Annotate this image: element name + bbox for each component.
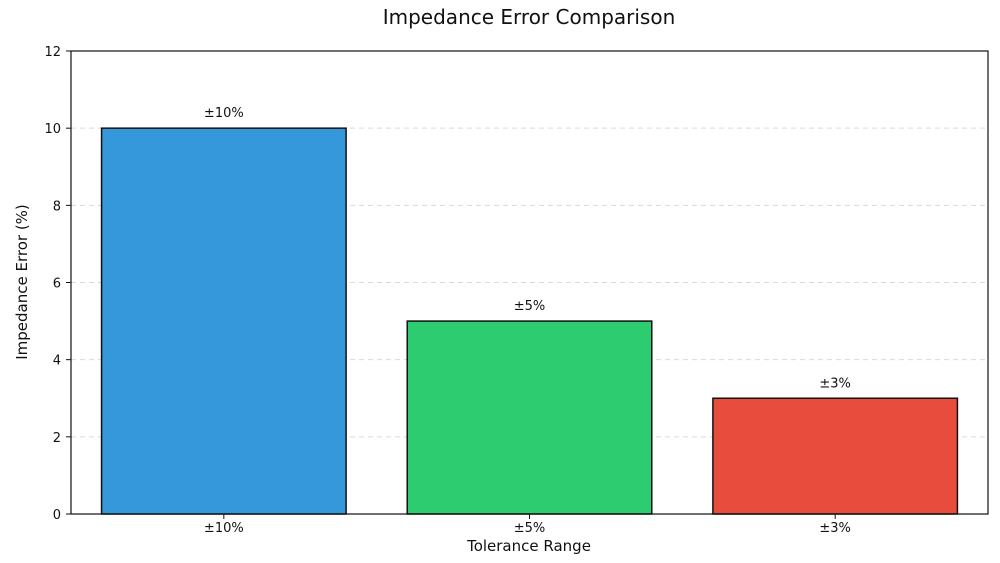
bar xyxy=(100,127,347,515)
bars xyxy=(100,127,959,515)
y-tick-label: 2 xyxy=(53,431,61,446)
x-tick-label: ±10% xyxy=(204,521,244,536)
y-tick-label: 0 xyxy=(53,508,61,523)
bar xyxy=(712,397,959,515)
y-axis-ticks: 0 2 4 6 8 10 12 xyxy=(44,45,71,523)
y-axis-label: Impedance Error (%) xyxy=(13,204,31,360)
bar-value-label: ±3% xyxy=(819,376,851,391)
x-tick-label: ±3% xyxy=(819,521,851,536)
bar-value-labels: ±10% ±5% ±3% xyxy=(204,106,851,391)
bar-value-label: ±10% xyxy=(204,106,244,121)
bar-value-label: ±5% xyxy=(514,299,546,314)
y-tick-label: 12 xyxy=(44,45,61,60)
y-tick-label: 6 xyxy=(53,277,61,292)
bar xyxy=(406,320,653,515)
y-tick-label: 4 xyxy=(53,354,61,369)
x-axis-label: Tolerance Range xyxy=(466,537,591,555)
chart-title: Impedance Error Comparison xyxy=(383,5,676,29)
x-tick-label: ±5% xyxy=(514,521,546,536)
y-tick-label: 8 xyxy=(53,199,61,214)
x-axis-ticks: ±10% ±5% ±3% xyxy=(204,514,851,536)
y-tick-label: 10 xyxy=(44,122,61,137)
